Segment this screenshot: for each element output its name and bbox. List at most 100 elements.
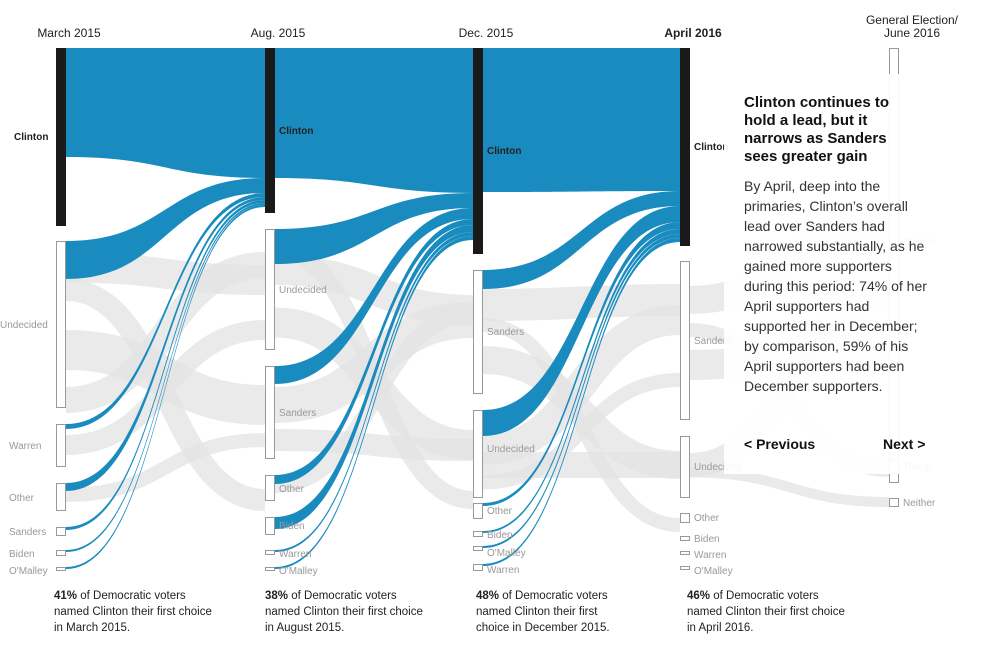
clinton-flow: [66, 197, 265, 491]
background-flow: [482, 305, 681, 465]
node-warren: [473, 564, 483, 571]
node-label-warren: Warren: [487, 565, 519, 576]
node-clinton: [680, 48, 690, 246]
node-label-o-malley: O'Malley: [487, 548, 526, 559]
caption-aug-2015: 38% of Democratic voters named Clinton t…: [265, 590, 423, 634]
column-header: Aug. 2015: [251, 26, 306, 40]
node-sanders: [680, 261, 690, 420]
clinton-flow: [483, 206, 680, 436]
background-flow: [274, 307, 474, 493]
node-biden: [680, 536, 690, 541]
previous-button[interactable]: < Previous: [744, 436, 816, 452]
clinton-flow: [483, 191, 680, 289]
clinton-flows: [66, 48, 680, 569]
clinton-flow: [66, 205, 265, 569]
node-label-o-malley: O'Malley: [9, 566, 48, 577]
node-o-malley: [680, 566, 690, 570]
node-o-malley: [473, 546, 483, 551]
annotation-card: Clinton continues to hold a lead, but it…: [724, 74, 936, 474]
column-header: April 2016: [664, 26, 722, 40]
node-biden: [265, 517, 275, 535]
clinton-flow: [66, 203, 265, 552]
node-label-clinton: Clinton: [14, 132, 48, 143]
node-warren: [680, 551, 690, 555]
node-other: [473, 503, 483, 519]
column-header: March 2015: [37, 26, 101, 40]
background-flow: [689, 467, 890, 507]
node-label-undecided: Undecided: [0, 320, 48, 331]
node-label-other: Other: [694, 513, 720, 524]
node-clinton: [473, 48, 483, 254]
node-label-clinton: Clinton: [694, 142, 728, 153]
column-aug-2015: Aug. 2015 Clinton Undecided Sanders Other Bid…: [251, 26, 327, 577]
node-label-warren: Warren: [694, 550, 726, 561]
node-undecided: [56, 241, 66, 408]
background-flow: [274, 429, 474, 461]
node-other: [680, 513, 690, 523]
node-warren: [265, 550, 275, 555]
node-label-sanders: Sanders: [9, 527, 46, 538]
clinton-flow: [275, 208, 473, 384]
node-label-clinton: Clinton: [279, 126, 313, 137]
node-label-other: Other: [279, 484, 305, 495]
node-label-other: Other: [487, 506, 513, 517]
clinton-flow: [275, 236, 473, 569]
node-label-undecided: Undecided: [279, 285, 327, 296]
clinton-flow: [483, 222, 680, 506]
node-sanders: [473, 270, 483, 394]
clinton-flow: [483, 48, 680, 192]
clinton-flow: [66, 193, 265, 429]
node-label-sanders: Sanders: [694, 336, 731, 347]
node-label-sanders: Sanders: [487, 327, 524, 338]
clinton-flow: [483, 229, 680, 533]
background-flow: [65, 433, 266, 502]
node-label-undecided: Undecided: [487, 444, 535, 455]
background-flow: [65, 252, 266, 413]
node-undecided: [265, 229, 275, 350]
node-biden: [473, 531, 483, 537]
clinton-flow: [483, 238, 680, 566]
node-label-o-malley: O'Malley: [279, 566, 318, 577]
node-biden: [56, 550, 66, 556]
node-label-sanders: Sanders: [279, 408, 316, 419]
clinton-flow: [275, 219, 473, 484]
node-o-malley: [265, 567, 275, 571]
caption-march-2015: 41% of Democratic voters named Clinton t…: [54, 590, 212, 634]
node-undecided: [680, 436, 690, 498]
column-march-2015: March 2015 Clinton Undecided Warren Other San…: [0, 26, 101, 577]
clinton-flow: [483, 234, 680, 548]
node-label-clinton: Clinton: [487, 146, 521, 157]
node-undecided: [473, 410, 483, 498]
clinton-flow: [275, 232, 473, 552]
node-label-neither: Neither: [903, 498, 936, 509]
clinton-flow: [66, 48, 265, 178]
node-label-warren: Warren: [9, 441, 41, 452]
node-clinton: [265, 48, 275, 213]
node-neither: [889, 498, 899, 507]
caption-april-2016: 46% of Democratic voters named Clinton t…: [687, 590, 845, 634]
clinton-flow: [275, 225, 473, 529]
node-o-malley: [56, 567, 66, 571]
next-button[interactable]: Next >: [883, 436, 926, 452]
node-other: [265, 475, 275, 501]
node-sanders: [265, 366, 275, 459]
node-label-undecided: Undecided: [694, 462, 742, 473]
column-header: General Election/: [866, 13, 959, 27]
column-header: Dec. 2015: [459, 26, 514, 40]
node-sanders: [56, 527, 66, 536]
clinton-flow: [66, 178, 265, 279]
background-flow: [65, 279, 266, 511]
column-header-line: June 2016: [884, 26, 940, 40]
card-body: By April, deep into the primaries, Clint…: [744, 178, 927, 394]
node-label-biden: Biden: [487, 530, 513, 541]
node-label-biden: Biden: [279, 521, 305, 532]
background-flow: [482, 373, 681, 490]
caption-dec-2015: 48% of Democratic voters named Clinton t…: [476, 590, 610, 634]
column-dec-2015: Dec. 2015 Clinton Sanders Undecided Other Bid…: [459, 26, 535, 576]
node-label-other: Other: [9, 493, 35, 504]
node-label-biden: Biden: [9, 549, 35, 560]
node-label-warren: Warren: [279, 549, 311, 560]
node-warren: [56, 424, 66, 467]
clinton-flow: [275, 48, 473, 193]
